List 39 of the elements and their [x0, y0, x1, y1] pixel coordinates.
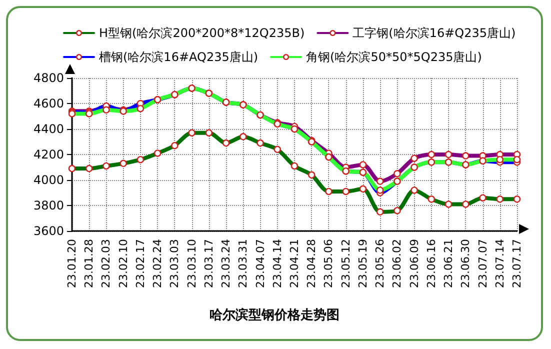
y-tick-label: 4800	[33, 71, 64, 85]
x-tick-label: 23.04.21	[288, 239, 301, 288]
x-tick-label: 23.02.03	[100, 239, 113, 288]
x-tick-label: 23.02.10	[116, 239, 130, 288]
x-tick-label: 23.04.28	[305, 239, 318, 288]
text: 哈尔滨型钢价格走势图	[210, 307, 340, 323]
y-tick-label: 4600	[33, 96, 64, 110]
legend-label: 槽钢(哈尔滨16#AQ235唐山)	[99, 50, 258, 64]
x-tick-label: 23.06.02	[390, 239, 404, 288]
legend-label: 工字钢(哈尔滨16#Q235唐山)	[352, 26, 516, 40]
x-tick-label: 23.07.07	[476, 239, 490, 288]
x-tick-label: 23.06.21	[442, 239, 456, 288]
x-tick-label: 23.03.17	[202, 239, 216, 288]
x-tick-label: 23.02.17	[134, 239, 147, 288]
x-tick-label: 23.03.10	[185, 239, 198, 288]
y-tick-label: 4000	[33, 173, 64, 187]
x-tick-label: 23.03.31	[236, 239, 250, 288]
x-tick-label: 23.05.26	[374, 239, 387, 288]
x-tick-label: 23.03.03	[168, 239, 182, 288]
x-tick-label: 23.04.07	[254, 239, 267, 288]
x-tick-label: 23.06.09	[408, 239, 421, 288]
x-tick-label: 23.05.19	[356, 239, 370, 288]
x-tick-label: 23.01.28	[82, 239, 96, 288]
legend-label: H型钢(哈尔滨200*200*8*12Q235B)	[99, 26, 305, 40]
x-tick-label: 23.06.30	[459, 239, 472, 288]
x-tick-label: 23.03.24	[220, 239, 233, 288]
x-tick-label: 23.05.12	[339, 239, 352, 288]
y-tick-label: 4400	[33, 122, 64, 136]
y-tick-label: 3600	[33, 224, 64, 238]
x-tick-label: 23.07.17	[510, 239, 524, 288]
x-tick-label: 23.05.06	[322, 239, 336, 288]
y-tick-label: 4200	[33, 148, 64, 162]
x-tick-label: 23.06.16	[424, 239, 438, 288]
x-tick-label: 23.01.20	[66, 239, 78, 288]
y-tick-label: 3800	[33, 198, 64, 212]
legend-label: 角钢(哈尔滨50*50*5Q235唐山)	[306, 50, 482, 64]
x-tick-label: 23.02.24	[151, 239, 164, 288]
x-tick-label: 23.07.14	[493, 239, 506, 288]
x-tick-label: 23.04.14	[270, 239, 284, 288]
